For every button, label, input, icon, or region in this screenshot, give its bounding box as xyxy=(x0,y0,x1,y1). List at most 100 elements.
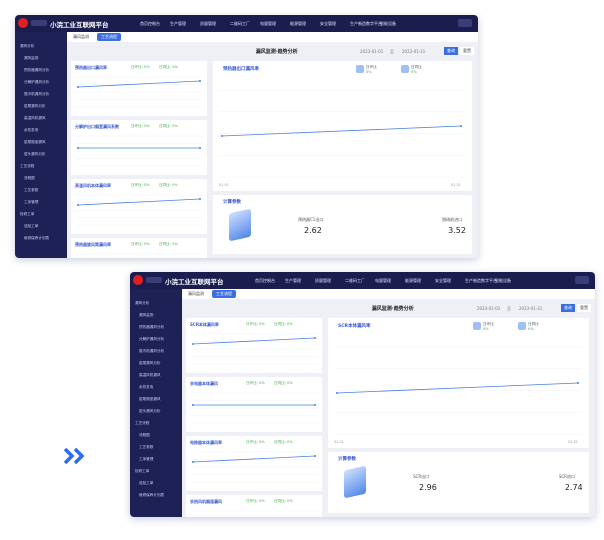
param-label: 预热器C1出口 xyxy=(298,217,324,222)
stat-value: 0% xyxy=(366,70,372,74)
sidebar-item: 窑尾漏风分析 xyxy=(24,104,46,108)
card-metric: 日环比: 0% xyxy=(246,322,265,326)
sidebar-item: 窑头漏风分析 xyxy=(24,152,46,156)
trend-chart xyxy=(334,346,581,435)
card-metric: 日环比: 0% xyxy=(131,65,150,69)
tab-active: 工艺流程 xyxy=(212,290,236,298)
page-title: 漏风监测·趋势分析 xyxy=(255,49,298,55)
trend-chart xyxy=(190,451,318,483)
page-title: 漏风监测·趋势分析 xyxy=(371,306,414,312)
params-title: 计算参数 xyxy=(338,457,356,462)
device-illustration xyxy=(229,208,251,242)
date-sep: 至 xyxy=(390,49,394,54)
tab: 漏风监测 xyxy=(73,34,89,39)
trend-panel: SCR本体漏风率 日环比 0% 日同比 0% 01-01 01-31 xyxy=(328,318,589,448)
screenshot: 小浣工业互联网平台 首页控制台 生产管理 质量管理 二维码工厂 电量管理 能源管理 安全管理 生… xyxy=(15,15,478,258)
top-bar: 小浣工业互联网平台 首页控制台 生产管理 质量管理 二维码工厂 电量管理 能源管理 安全管理 生… xyxy=(15,15,478,32)
chart-title: 预热器出口漏风率 xyxy=(223,67,259,72)
reset-button[interactable]: 重置 xyxy=(577,304,591,312)
device-illustration xyxy=(344,465,366,499)
sidebar-item: 窑尾烟室漏风 xyxy=(139,397,161,401)
stat-label: 日同比 xyxy=(528,322,539,326)
nav-item: 生产制造数字平台 xyxy=(465,278,497,283)
metric-card: 预热器旋风筒漏风率 日环比: 0% 日同比: 0% xyxy=(71,238,207,258)
metric-card: 分解炉出口烟室漏风系数 日环比: 0% 日同比: 0% xyxy=(71,120,207,175)
card-metric: 日同比: 0% xyxy=(159,124,178,128)
sidebar-item: 工艺参数 xyxy=(139,445,154,449)
card-title: 电除器本体漏风率 xyxy=(190,440,222,445)
param-value: 2.62 xyxy=(304,226,322,235)
params-panel: 计算参数 SCR出口 2.96 SCR进口 2.74 xyxy=(328,452,589,513)
sidebar-item: 维修保养计划表 xyxy=(24,236,50,240)
param-value: 3.52 xyxy=(448,226,466,235)
trend-chart xyxy=(75,135,203,167)
card-metric: 日同比: 0% xyxy=(274,322,293,326)
x-label: 01-31 xyxy=(451,183,461,187)
tab-bar: 漏风监测 工艺流程 xyxy=(67,32,478,42)
x-label: 01-01 xyxy=(219,183,229,187)
user-avatar xyxy=(575,276,589,284)
trend-chart xyxy=(75,76,203,108)
stat-icon xyxy=(356,65,364,73)
x-label: 01-01 xyxy=(334,440,344,444)
sidebar-item: 漏风分析 xyxy=(135,301,150,305)
date-start: 2023-01-01 xyxy=(477,306,501,311)
sidebar-item: 检修工单 xyxy=(135,469,150,473)
card-metric: 日环比: 0% xyxy=(246,381,265,385)
params-panel: 计算参数预热器C1出口 2.62 脱硝前进口 3.52 xyxy=(213,195,472,254)
trend-chart xyxy=(219,89,464,178)
sidebar-item: 维修保养计划表 xyxy=(139,493,165,497)
metric-card: SCR本体漏风率 日环比: 0% 日同比: 0% xyxy=(186,318,322,373)
param-value: 2.96 xyxy=(419,483,437,492)
date-end: 2023-01-31 xyxy=(519,306,543,311)
param-label: 脱硝前进口 xyxy=(442,217,463,222)
nav-item: 电量管理 xyxy=(375,278,391,283)
nav-item: 二维码工厂 xyxy=(230,21,250,26)
arrow-icon xyxy=(63,447,85,465)
date-start: 2023-01-01 xyxy=(360,49,384,54)
nav-item: 智能设备 xyxy=(495,278,511,283)
sidebar-item: 余热发电 xyxy=(139,385,154,389)
card-metric: 日同比: 0% xyxy=(159,65,178,69)
card-title: 预热器旋风筒漏风率 xyxy=(75,242,111,247)
card-metric: 日同比: 0% xyxy=(274,440,293,444)
card-metric: 日环比: 0% xyxy=(246,499,265,503)
sidebar-item: 窑头漏风分析 xyxy=(139,409,161,413)
card-metric: 日同比: 0% xyxy=(159,242,178,246)
metric-card: 高温风机本体漏风率 日环比: 0% 日同比: 0% xyxy=(71,179,207,234)
params-title: 计算参数 xyxy=(223,200,241,205)
sidebar: 漏风分析 漏风监测 预热器漏风分析 分解炉漏风分析 篦冷机漏风分析 窑尾漏风分析 高温风机漏… xyxy=(15,32,67,258)
stat-value: 0% xyxy=(411,70,417,74)
reset-button[interactable]: 重置 xyxy=(460,47,474,55)
nav-item: 电量管理 xyxy=(260,21,276,26)
nav-item: 能源管理 xyxy=(405,278,421,283)
sidebar-item: 漏风分析 xyxy=(20,44,35,48)
stat-icon xyxy=(473,322,481,330)
trend-chart xyxy=(190,333,318,365)
card-metric: 日环比: 0% xyxy=(131,124,150,128)
card-metric: 日环比: 0% xyxy=(246,440,265,444)
sidebar-item: 工艺流程 xyxy=(135,421,150,425)
sidebar-item: 预热器漏风分析 xyxy=(24,68,50,72)
sidebar-item: 窑尾烟室漏风 xyxy=(24,140,46,144)
metric-card: 余电器本体漏风 日环比: 0% 日同比: 0% xyxy=(186,377,322,432)
card-title: 高温风机本体漏风率 xyxy=(75,183,111,188)
sidebar-item: 预热器漏风分析 xyxy=(139,325,165,329)
nav-item: 二维码工厂 xyxy=(345,278,365,283)
sidebar-item: 高温风机漏风 xyxy=(24,116,46,120)
card-title: 分解炉出口烟室漏风系数 xyxy=(75,124,119,129)
logo xyxy=(18,18,28,28)
query-button[interactable]: 查询 xyxy=(561,304,575,312)
stat-value: 0% xyxy=(483,327,489,331)
nav-item: 智能设备 xyxy=(380,21,396,26)
param-label: SCR进口 xyxy=(558,474,575,479)
card-title: 预热器出口漏风率 xyxy=(75,65,107,70)
sidebar-item: 巡检工单 xyxy=(24,224,39,228)
query-button[interactable]: 查询 xyxy=(444,47,458,55)
card-metric: 日环比: 0% xyxy=(131,242,150,246)
sidebar-item: 分解炉漏风分析 xyxy=(24,80,50,84)
app-title: 小浣工业互联网平台 xyxy=(50,21,109,29)
nav-item: 首页控制台 xyxy=(140,21,160,26)
screenshot: 小浣工业互联网平台 首页控制台 生产管理 质量管理 二维码工厂 电量管理 能源管理 安全管理 生… xyxy=(130,272,595,517)
